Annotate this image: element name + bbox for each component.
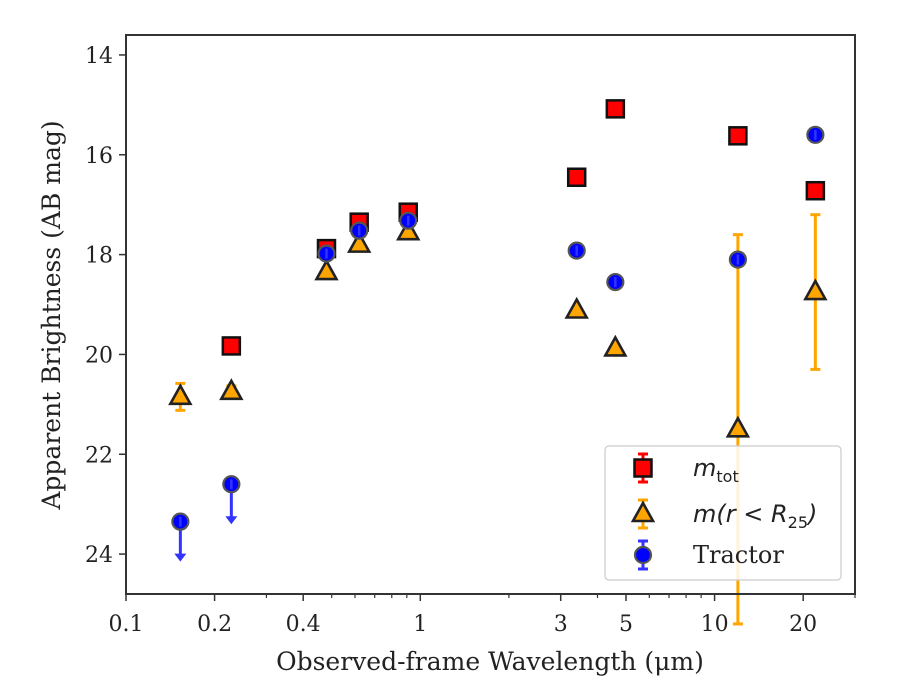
square-marker (566, 167, 587, 187)
x-tick-label: 0.4 (286, 612, 321, 637)
triangle-marker (396, 218, 421, 241)
triangle-marker (603, 334, 628, 357)
triangle-marker (564, 296, 589, 319)
x-tick-label: 10 (701, 612, 729, 637)
x-axis-label: Observed-frame Wavelength (μm) (276, 647, 704, 676)
legend-label: Tractor (693, 541, 784, 569)
triangle-marker (168, 383, 193, 406)
x-tick-label: 20 (789, 612, 817, 637)
y-axis-label: Apparent Brightness (AB mag) (37, 120, 66, 510)
triangle-marker (314, 258, 339, 281)
square-marker (605, 99, 626, 119)
y-tick-label: 20 (85, 343, 113, 368)
triangle-marker (219, 378, 244, 401)
square-marker (221, 336, 242, 356)
triangle-marker (725, 415, 751, 438)
x-tick-label: 0.1 (109, 612, 144, 637)
triangle-marker (630, 500, 656, 523)
legend-entry: mtot (633, 452, 739, 486)
legend-label: mtot (693, 454, 739, 486)
x-tick-label: 3 (554, 612, 568, 637)
data-marks (168, 99, 828, 626)
plot-frame (125, 34, 856, 595)
series-circle (171, 125, 825, 562)
square-marker (633, 458, 653, 478)
legend-box (604, 445, 842, 581)
upper-limit-arrowhead (174, 553, 187, 562)
upper-limit-arrowhead (225, 516, 238, 525)
square-marker (728, 126, 748, 146)
axis-ticks: 0.1 0.2 0.4 1 3 5 10 20 14 16 18 20 22 24 (85, 44, 856, 637)
y-tick-label: 14 (85, 44, 113, 69)
x-tick-label: 0.2 (197, 612, 232, 637)
circle-marker (633, 545, 653, 565)
x-tick-label: 1 (413, 612, 427, 637)
y-tick-label: 16 (85, 144, 113, 169)
y-tick-label: 18 (85, 244, 113, 269)
square-marker (805, 180, 826, 201)
triangle-marker (346, 230, 372, 253)
x-tick-label: 5 (619, 612, 633, 637)
triangle-marker (803, 278, 828, 301)
legend-entry: Tractor (633, 539, 784, 571)
y-tick-label: 24 (85, 543, 113, 568)
y-tick-label: 22 (85, 443, 113, 468)
